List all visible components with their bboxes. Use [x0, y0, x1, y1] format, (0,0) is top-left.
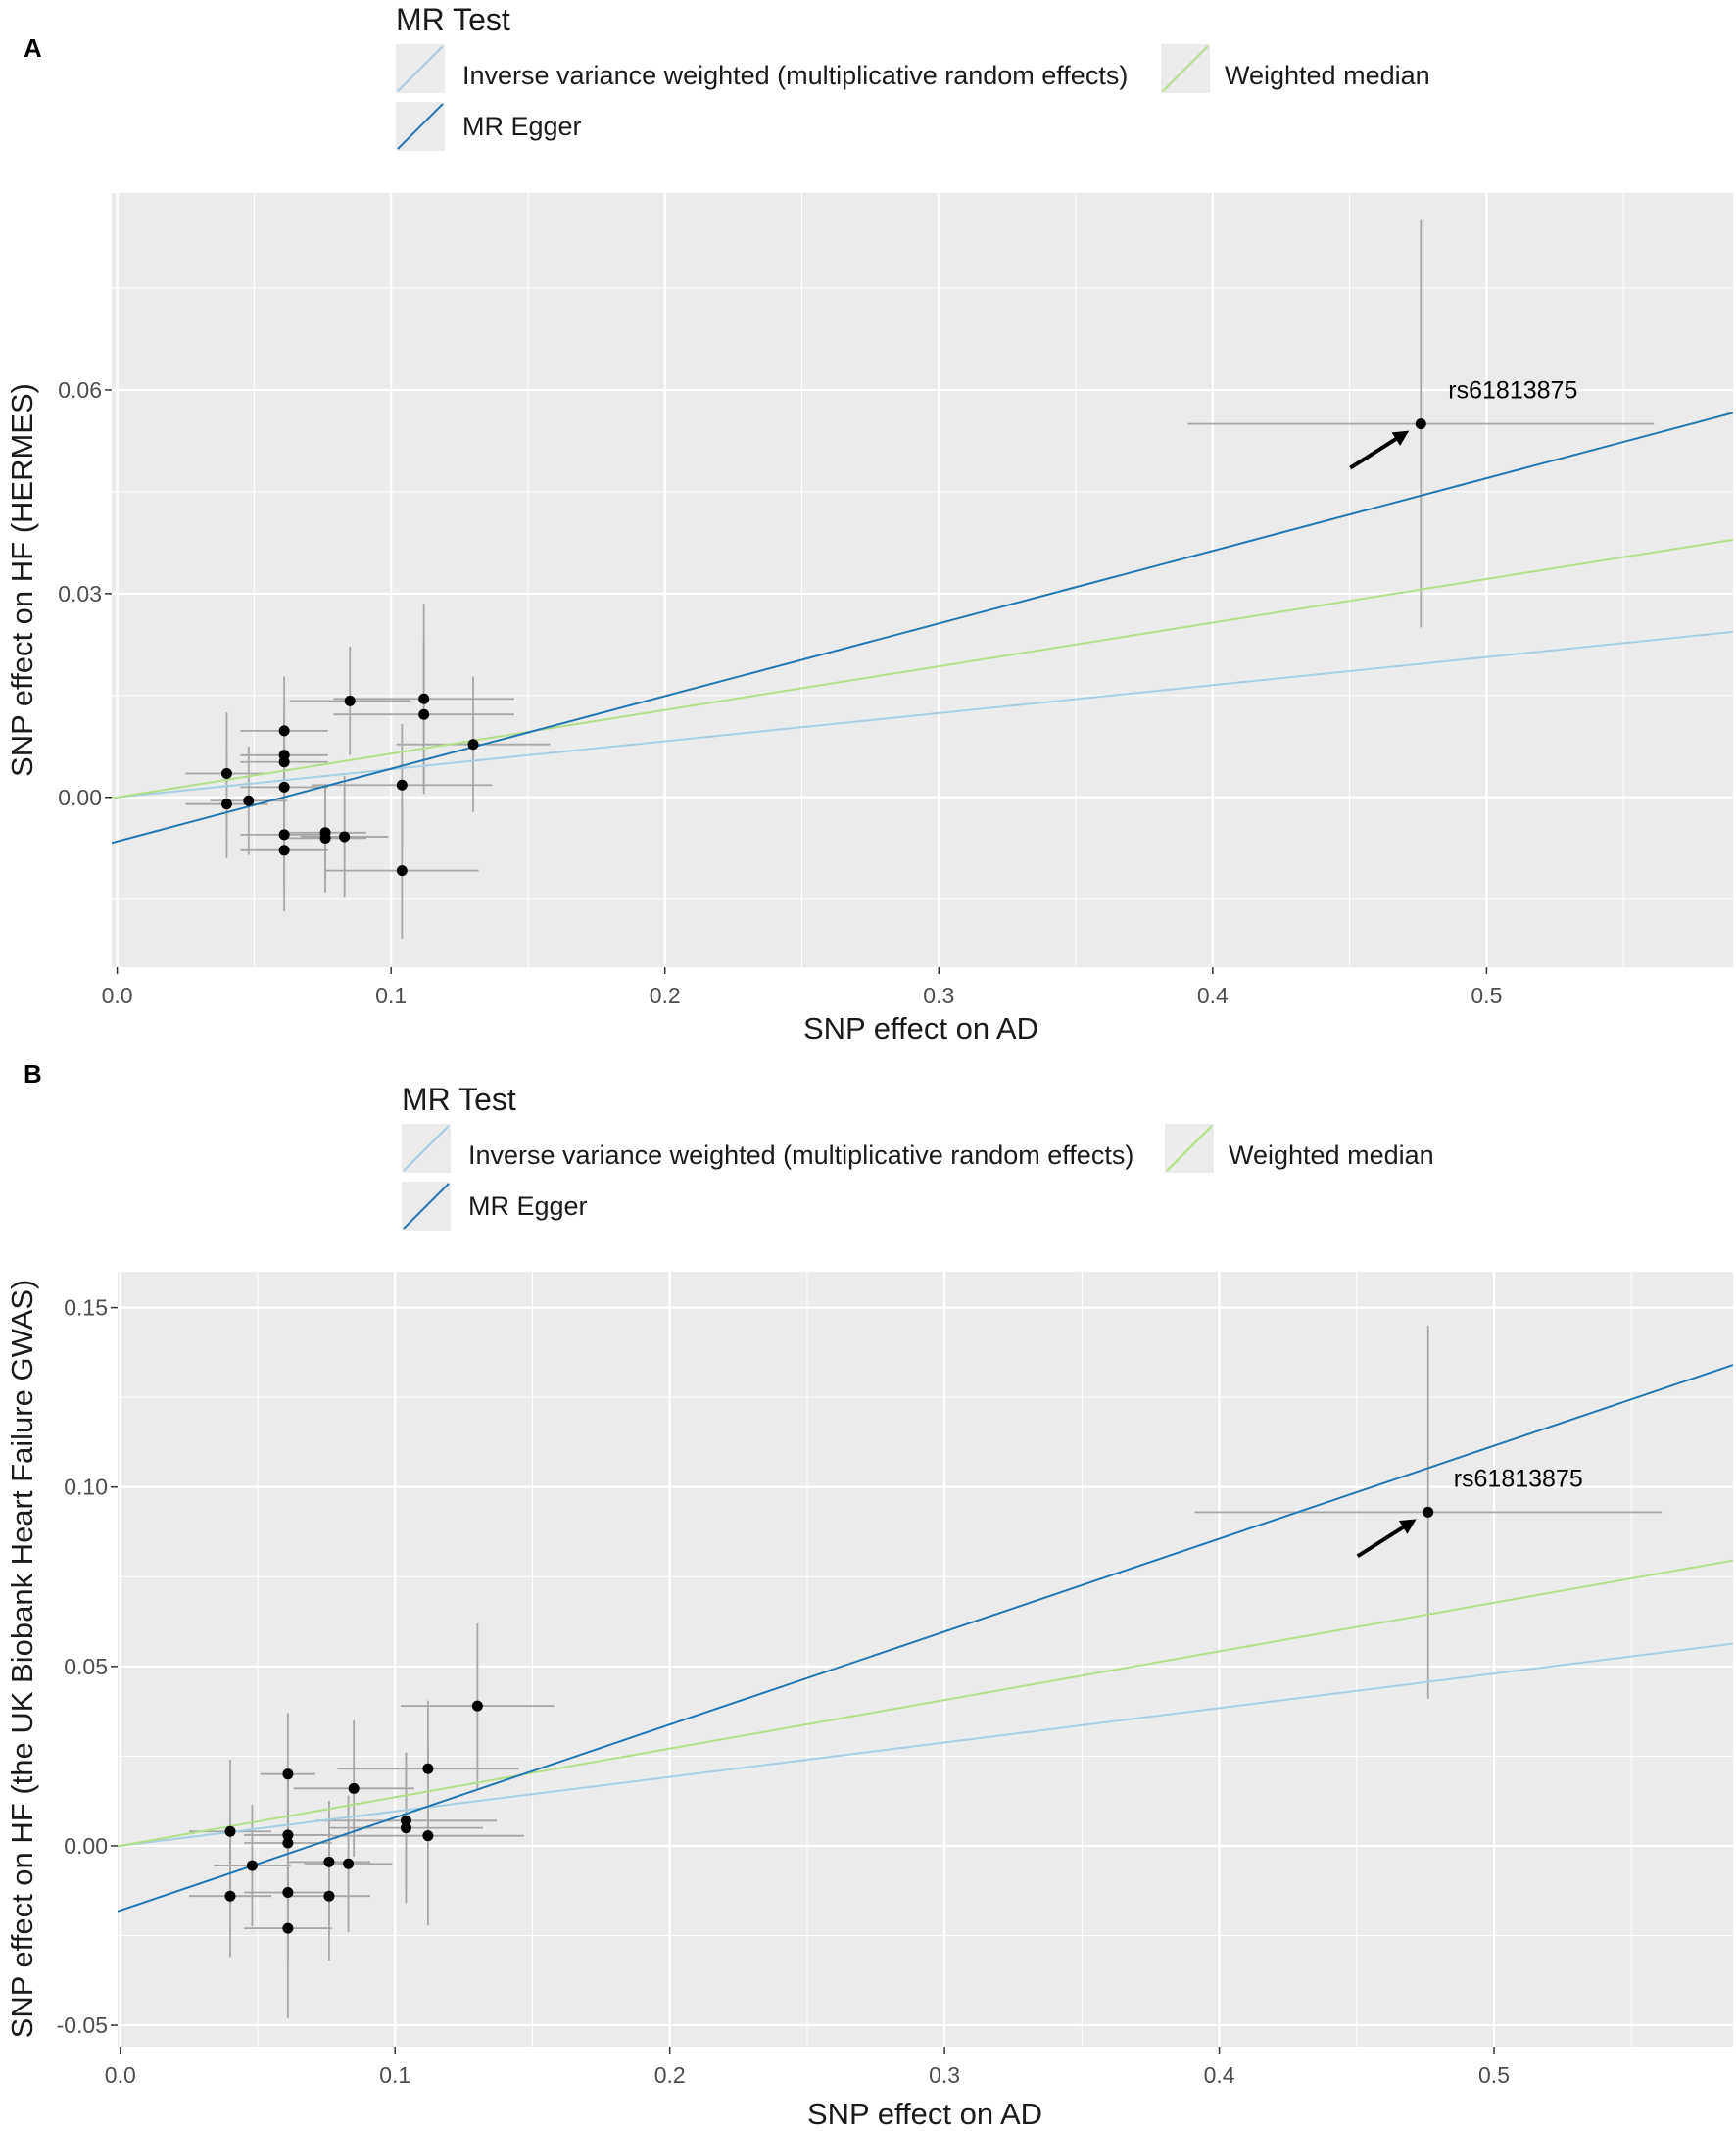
snp-point [422, 1830, 434, 1842]
annotation-arrow-shaft [1356, 1522, 1410, 1559]
legend-b: MR Test Inverse variance weighted (multi… [402, 1082, 1434, 1231]
x-tick-label: 0.1 [375, 983, 407, 1008]
plot-data-layer [118, 1325, 1733, 2018]
snp-point [467, 739, 479, 751]
snp-point [323, 1856, 335, 1867]
y-tick-label: 0.00 [64, 1833, 108, 1859]
x-tick-label: 0.0 [105, 2062, 136, 2088]
legend-label-ivw-b: Inverse variance weighted (multiplicativ… [468, 1140, 1133, 1170]
snp-point [278, 781, 290, 793]
regression-line-egger [118, 1364, 1733, 1913]
plot-b: 0.0 0.1 0.2 0.3 0.4 0.5 -0.05 0.00 0.05 0.10 0.15 r… [57, 1272, 1733, 2088]
legend-title-b: MR Test [402, 1082, 516, 1117]
snp-point [348, 1782, 360, 1794]
snp-point [282, 1887, 294, 1899]
x-tick-label: 0.2 [654, 2062, 686, 2088]
x-tick-label: 0.5 [1478, 2062, 1510, 2088]
snp-point [1423, 1506, 1434, 1518]
x-tick-label: 0.1 [379, 2062, 410, 2088]
x-tick-label: 0.0 [102, 983, 133, 1008]
snp-point [282, 1768, 294, 1780]
y-tick-label: 0.00 [58, 785, 102, 810]
snp-point [422, 1763, 434, 1774]
y-tick-label: -0.05 [57, 2012, 108, 2038]
legend-key-wmedian-b [1166, 1125, 1213, 1172]
snp-point [339, 831, 351, 843]
snp-point [282, 1829, 294, 1841]
legend-key-ivw-b [403, 1125, 450, 1172]
plot-a: 0.0 0.1 0.2 0.3 0.4 0.5 0.00 0.03 0.06 rs61813875 [58, 193, 1733, 1008]
legend-a: MR Test Inverse variance weighted (multi… [396, 2, 1430, 151]
legend-key-ivw-a [397, 45, 444, 92]
snp-point [418, 693, 430, 704]
legend-label-egger-b: MR Egger [468, 1191, 588, 1221]
plot-data-layer [112, 219, 1733, 939]
annotation-arrow-shaft [1349, 433, 1403, 470]
snp-point [344, 695, 356, 706]
snp-point [282, 1837, 294, 1849]
regression-line-wmedian [118, 1559, 1733, 1848]
legend-label-ivw-a: Inverse variance weighted (multiplicativ… [462, 61, 1128, 90]
snp-point [418, 708, 430, 720]
y-axis-title-a: SNP effect on HF (HERMES) [5, 383, 39, 777]
snp-point [278, 845, 290, 856]
legend-key-egger-b [403, 1183, 450, 1230]
x-axis-title-a: SNP effect on AD [803, 1011, 1038, 1045]
y-tick-label: 0.10 [64, 1475, 108, 1500]
snp-point [282, 1922, 294, 1934]
snp-point [396, 779, 408, 791]
legend-key-egger-a [397, 103, 444, 150]
legend-key-wmedian-a [1162, 45, 1209, 92]
snp-point [224, 1890, 236, 1902]
snp-point [278, 725, 290, 737]
snp-point [220, 799, 232, 810]
snp-point [400, 1822, 411, 1834]
snp-point [220, 768, 232, 779]
y-axis-title-b: SNP effect on HF (the UK Biobank Heart F… [5, 1280, 39, 2039]
snp-point [323, 1890, 335, 1902]
snp-point [319, 832, 331, 844]
regression-line-egger [112, 412, 1733, 845]
snp-point [396, 865, 408, 877]
annotation-arrow-head [1398, 1519, 1417, 1534]
snp-point [246, 1860, 258, 1871]
annotation-label: rs61813875 [1448, 377, 1577, 405]
annotation-label: rs61813875 [1454, 1465, 1583, 1492]
x-tick-label: 0.3 [923, 983, 954, 1008]
snp-point [224, 1825, 236, 1837]
panel-label-a: A [24, 33, 42, 63]
legend-label-egger-a: MR Egger [462, 112, 582, 141]
y-tick-label: 0.05 [64, 1654, 108, 1679]
panel-a: A MR Test Inverse variance weighted (mul… [5, 2, 1733, 1045]
regression-line-ivw [118, 1642, 1733, 1848]
y-tick-label: 0.03 [58, 581, 102, 606]
panel-b: B MR Test Inverse variance weighted (mul… [5, 1059, 1733, 2131]
regression-line-wmedian [112, 538, 1733, 799]
x-tick-label: 0.4 [1204, 2062, 1235, 2088]
plot-background-a [112, 193, 1733, 967]
snp-point [278, 756, 290, 768]
y-tick-label: 0.15 [64, 1295, 108, 1321]
x-tick-label: 0.5 [1471, 983, 1502, 1008]
snp-point [343, 1858, 355, 1869]
x-tick-label: 0.4 [1197, 983, 1229, 1008]
x-tick-label: 0.3 [929, 2062, 960, 2088]
panel-label-b: B [24, 1059, 42, 1089]
legend-label-wmedian-a: Weighted median [1225, 61, 1430, 90]
x-tick-label: 0.2 [650, 983, 681, 1008]
snp-point [471, 1700, 483, 1712]
annotation-arrow-head [1391, 430, 1410, 446]
legend-label-wmedian-b: Weighted median [1229, 1140, 1434, 1170]
snp-point [1415, 418, 1426, 430]
legend-title-a: MR Test [396, 2, 510, 37]
x-axis-title-b: SNP effect on AD [807, 2097, 1042, 2131]
plot-background-b [118, 1272, 1733, 2047]
y-tick-label: 0.06 [58, 377, 102, 403]
snp-point [243, 795, 255, 806]
snp-point [278, 829, 290, 841]
